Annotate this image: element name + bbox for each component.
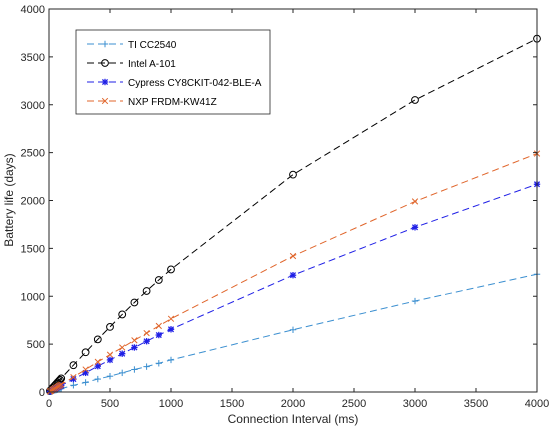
data-point bbox=[119, 350, 126, 357]
data-point bbox=[57, 374, 66, 383]
x-tick-label: 2500 bbox=[342, 398, 366, 410]
data-point bbox=[106, 322, 114, 331]
data-point bbox=[411, 198, 419, 205]
data-point bbox=[411, 297, 419, 305]
data-point bbox=[155, 360, 162, 367]
legend-label: NXP FRDM-KW41Z bbox=[128, 97, 217, 108]
x-tick-label: 4000 bbox=[525, 398, 549, 410]
y-tick-label: 500 bbox=[27, 339, 45, 351]
x-tick-label: 1000 bbox=[159, 398, 183, 410]
data-point bbox=[69, 361, 78, 370]
y-tick-label: 0 bbox=[39, 387, 45, 399]
data-point bbox=[289, 170, 297, 179]
legend-label: TI CC2540 bbox=[128, 40, 177, 51]
legend-marker bbox=[101, 78, 109, 86]
data-point bbox=[119, 369, 126, 377]
data-point bbox=[142, 287, 151, 295]
y-tick-label: 2000 bbox=[21, 196, 45, 208]
data-point bbox=[155, 322, 162, 330]
data-point bbox=[106, 356, 114, 364]
data-point bbox=[81, 348, 90, 357]
x-tick-label: 2000 bbox=[281, 398, 305, 410]
y-tick-label: 2500 bbox=[21, 148, 45, 160]
data-point bbox=[94, 358, 101, 365]
legend-marker bbox=[101, 40, 109, 48]
data-point bbox=[106, 373, 114, 380]
data-point bbox=[154, 276, 163, 284]
data-point bbox=[131, 366, 138, 373]
legend-entry: NXP FRDM-KW41Z bbox=[87, 97, 217, 108]
data-point bbox=[82, 366, 89, 373]
y-tick-label: 3000 bbox=[21, 100, 45, 112]
y-tick-label: 1000 bbox=[21, 291, 45, 303]
data-point bbox=[289, 271, 297, 279]
x-axis-title: Connection Interval (ms) bbox=[228, 412, 359, 426]
data-point bbox=[131, 344, 138, 351]
data-point bbox=[130, 298, 139, 307]
legend-entry: TI CC2540 bbox=[87, 40, 177, 51]
y-tick-label: 3500 bbox=[21, 52, 45, 64]
data-point bbox=[143, 329, 150, 337]
series-3 bbox=[46, 150, 541, 395]
data-point bbox=[167, 315, 175, 322]
legend-label: Intel A-101 bbox=[128, 59, 176, 70]
y-axis-title: Battery life (days) bbox=[2, 153, 16, 246]
data-point bbox=[58, 381, 65, 388]
x-tick-label: 0 bbox=[46, 398, 52, 410]
data-point bbox=[131, 337, 138, 344]
y-axis-ticks: 0 500 1000 1500 2000 2500 3000 3500 4000 bbox=[21, 4, 537, 399]
data-point bbox=[94, 362, 101, 370]
legend: TI CC2540 Intel A-101 Cypress CY8CKIT-042-… bbox=[75, 29, 271, 115]
legend-entry: Cypress CY8CKIT-042-BLE-A bbox=[87, 78, 262, 89]
data-point bbox=[289, 252, 297, 260]
data-point bbox=[143, 338, 150, 345]
data-point bbox=[106, 351, 114, 358]
legend-entry: Intel A-101 bbox=[87, 59, 176, 70]
data-point bbox=[143, 363, 150, 370]
series-layer bbox=[46, 34, 541, 395]
x-tick-label: 3000 bbox=[403, 398, 427, 410]
data-point bbox=[167, 356, 175, 364]
data-point bbox=[94, 375, 101, 383]
data-point bbox=[155, 331, 162, 339]
x-tick-label: 1500 bbox=[220, 398, 244, 410]
data-point bbox=[70, 374, 77, 381]
data-point bbox=[411, 96, 419, 104]
x-tick-label: 3500 bbox=[464, 398, 488, 410]
data-point bbox=[70, 382, 77, 389]
data-point bbox=[118, 310, 127, 319]
x-tick-label: 500 bbox=[101, 398, 119, 410]
legend-marker bbox=[101, 97, 109, 105]
data-point bbox=[167, 265, 175, 274]
x-axis-ticks: 0 500 1000 1500 2000 2500 3000 3500 4000 bbox=[46, 9, 549, 410]
data-point bbox=[411, 224, 419, 231]
data-point bbox=[119, 344, 126, 351]
y-tick-label: 1500 bbox=[21, 243, 45, 255]
legend-box bbox=[75, 29, 271, 115]
data-point bbox=[167, 326, 175, 333]
legend-label: Cypress CY8CKIT-042-BLE-A bbox=[128, 78, 262, 89]
legend-marker bbox=[101, 59, 109, 67]
data-point bbox=[82, 379, 89, 386]
data-point bbox=[289, 326, 297, 333]
data-point bbox=[93, 335, 102, 344]
y-tick-label: 4000 bbox=[21, 4, 45, 16]
